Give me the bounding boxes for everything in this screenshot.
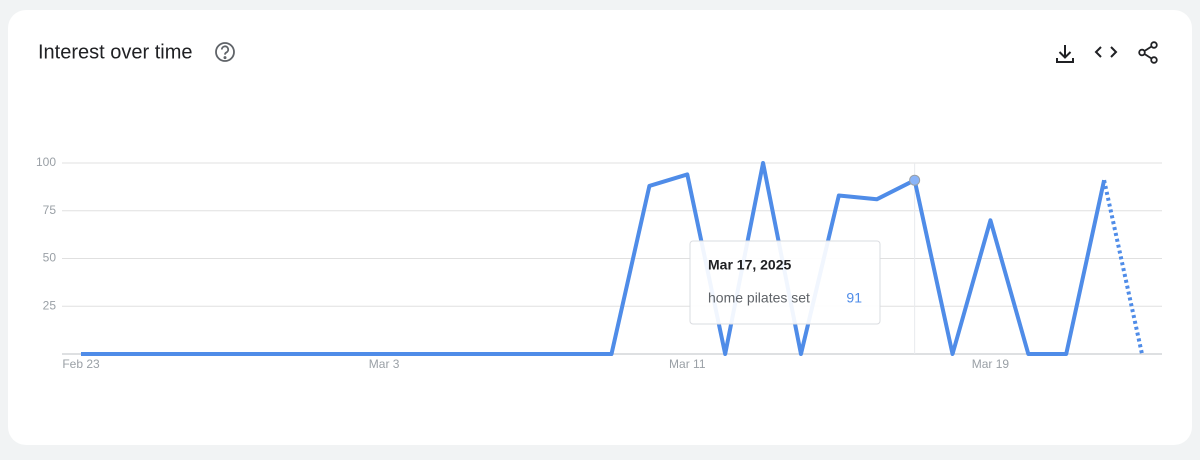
- card: [8, 10, 1192, 445]
- x-tick-label: Mar 19: [972, 357, 1010, 371]
- y-tick-label: 25: [43, 298, 57, 312]
- download-icon[interactable]: [1056, 45, 1074, 63]
- x-tick-label: Mar 11: [669, 357, 706, 371]
- tooltip-series: home pilates set: [708, 290, 810, 306]
- help-icon[interactable]: [215, 42, 235, 62]
- tooltip-date: Mar 17, 2025: [708, 257, 791, 273]
- y-tick-label: 75: [43, 203, 57, 217]
- plot-area: 25 50 75 100 Feb 23 Mar 3 Mar 11 Mar 19: [36, 155, 1162, 371]
- y-tick-label: 50: [43, 251, 57, 265]
- hover-point: [909, 174, 921, 186]
- tooltip: Mar 17, 2025 home pilates set 91: [689, 240, 881, 325]
- tooltip-value: 91: [846, 290, 862, 306]
- x-tick-label: Mar 3: [369, 357, 400, 371]
- share-icon[interactable]: [1138, 41, 1158, 64]
- embed-icon[interactable]: [1094, 46, 1118, 58]
- chart-title: Interest over time: [38, 41, 193, 63]
- tooltip-box: [689, 240, 881, 325]
- y-tick-label: 100: [36, 155, 56, 169]
- x-tick-label: Feb 23: [62, 357, 100, 371]
- series-line: [81, 161, 1107, 356]
